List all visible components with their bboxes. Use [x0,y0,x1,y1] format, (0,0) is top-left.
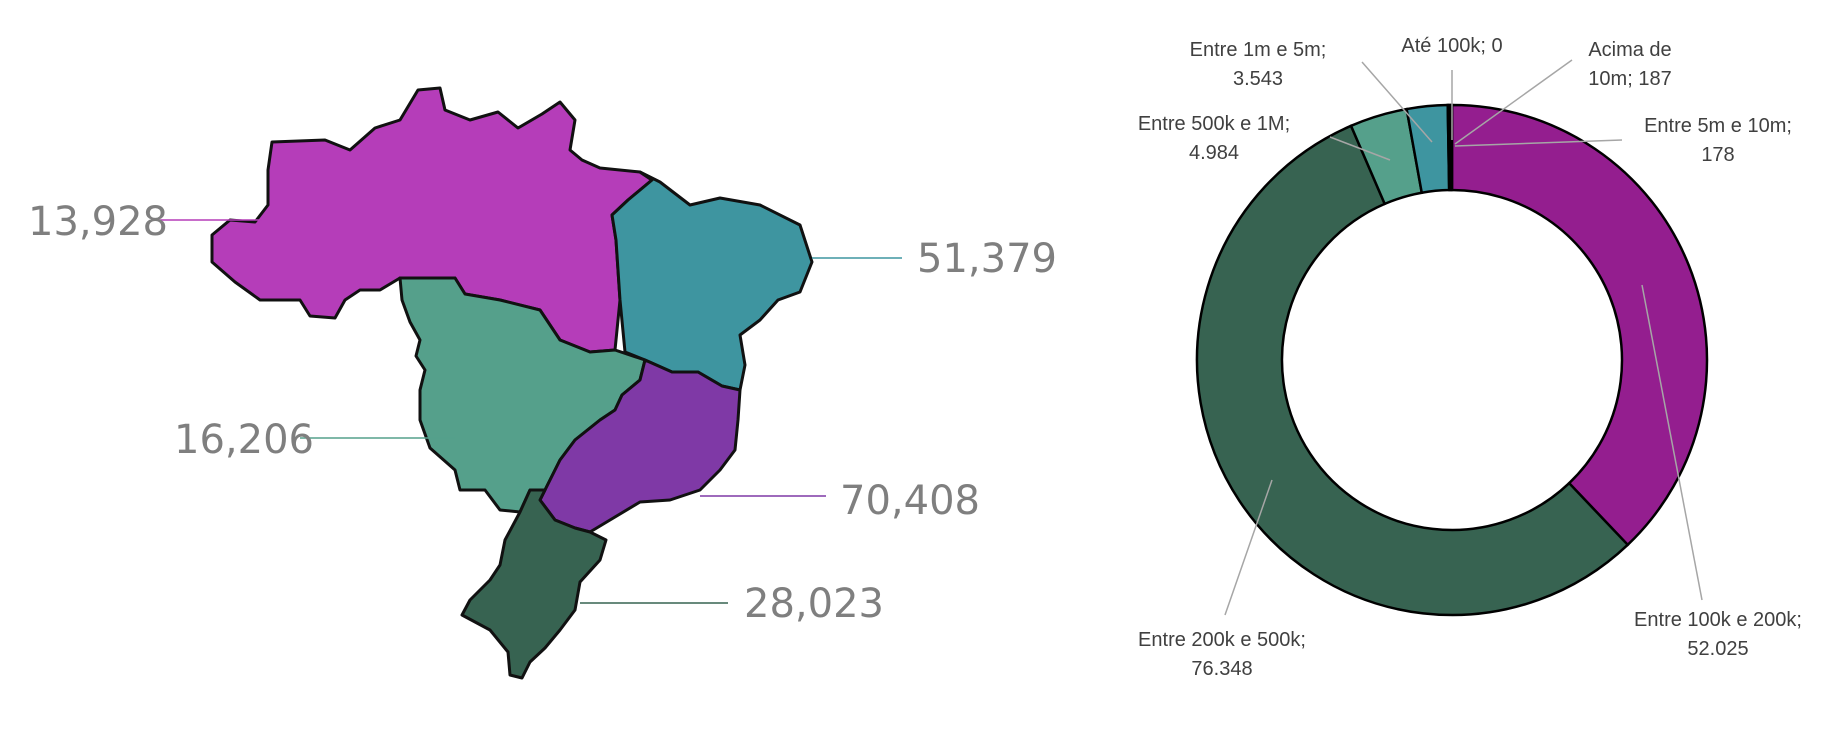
donut-label-line: 76.348 [1191,658,1252,680]
region-sul [460,488,608,680]
donut-leader-lines [1224,59,1703,616]
value-centro-oeste: 16,206 [174,417,314,463]
donut-label-4: Entre 1m e 5m; 3.543 [1190,39,1327,90]
donut-label-line: 10m; 187 [1588,68,1671,90]
donut-label-line: Entre 500k e 1M; [1138,113,1290,135]
donut-label-line: Entre 200k e 500k; [1138,629,1306,651]
donut-slice-1 [1450,103,1709,547]
value-nordeste: 51,379 [917,236,1057,282]
donut-leader-6 [1454,59,1573,145]
region-nordeste [610,170,814,392]
donut-label-6: Acima de 10m; 187 [1588,39,1671,90]
region-norte [210,86,654,354]
value-norte: 13,928 [28,199,168,245]
donut-label-line: 3.543 [1233,68,1283,90]
value-sul: 28,023 [744,581,884,627]
donut-leader-2 [1224,479,1273,616]
donut-label-0: Até 100k; 0 [1401,35,1502,57]
donut-label-line: Entre 5m e 10m; [1644,115,1792,137]
donut-chart [1195,103,1709,617]
map-value-labels: 13,928 51,379 16,206 70,408 28,023 [28,199,1057,627]
map-leader-lines [155,219,902,604]
donut-label-line: 52.025 [1687,638,1748,660]
donut-leader-4 [1361,61,1433,143]
donut-label-1: Entre 100k e 200k; 52.025 [1634,609,1802,660]
donut-leader-1 [1641,284,1703,601]
value-sudeste: 70,408 [840,478,980,524]
donut-label-line: Entre 1m e 5m; [1190,39,1327,61]
donut-label-line: Entre 100k e 200k; [1634,609,1802,631]
donut-label-line: Acima de [1588,39,1671,61]
donut-label-line: 178 [1701,144,1734,166]
donut-label-3: Entre 500k e 1M; 4.984 [1138,113,1290,164]
donut-leader-5 [1454,139,1623,147]
donut-label-line: Até 100k; 0 [1401,35,1502,57]
donut-slice-2 [1195,124,1630,617]
donut-label-2: Entre 200k e 500k; 76.348 [1138,629,1306,680]
donut-label-line: 4.984 [1189,142,1239,164]
donut-leader-3 [1329,136,1391,161]
brazil-regions-map [210,86,814,680]
region-sudeste [538,358,742,534]
donut-label-5: Entre 5m e 10m; 178 [1644,115,1792,166]
